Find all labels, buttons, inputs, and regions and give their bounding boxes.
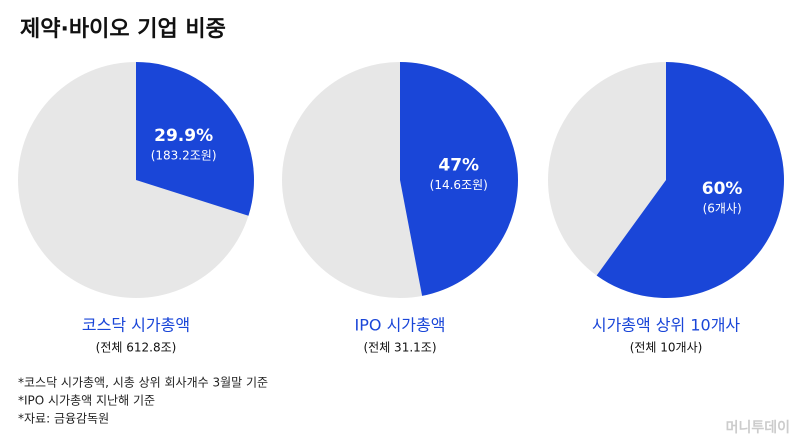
pie-subtitle: (전체 10개사) (630, 341, 703, 355)
pie-slice (400, 62, 518, 296)
detail-label: (6개사) (703, 202, 742, 216)
pie-slice (596, 62, 784, 298)
note: *코스닥 시가총액, 시총 상위 회사개수 3월말 기준 (18, 376, 268, 390)
pie-title: IPO 시가총액 (355, 316, 446, 335)
pie-subtitle: (전체 31.1조) (363, 341, 436, 355)
brand: 머니투데이 (726, 419, 790, 436)
pie-subtitle: (전체 612.8조) (96, 341, 177, 355)
value-label: 47% (438, 155, 479, 175)
pie-slice (136, 62, 254, 216)
page-title: 제약·바이오 기업 비중 (20, 17, 226, 42)
value-label: 60% (702, 179, 743, 199)
note: *IPO 시가총액 지난해 기준 (18, 394, 155, 408)
detail-label: (14.6조원) (430, 178, 488, 192)
pie-title: 코스닥 시가총액 (82, 316, 190, 335)
value-label: 29.9% (154, 126, 213, 146)
note: *자료: 금융감독원 (18, 412, 109, 426)
pie-title: 시가총액 상위 10개사 (592, 316, 741, 335)
detail-label: (183.2조원) (151, 149, 217, 163)
